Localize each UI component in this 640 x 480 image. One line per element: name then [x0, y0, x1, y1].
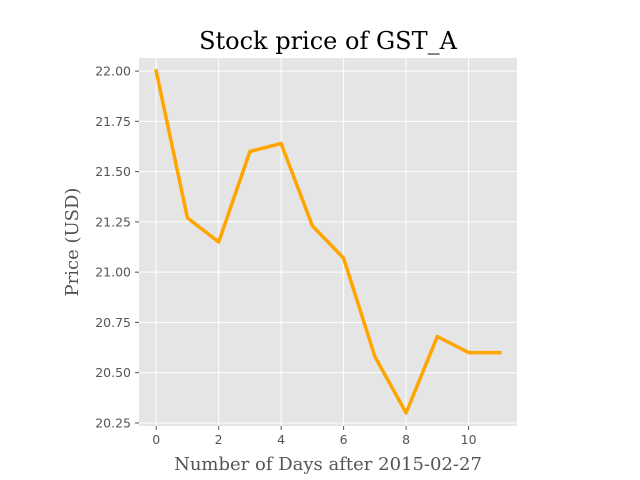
x-tick-label: 2 [215, 432, 223, 447]
grid-lines [139, 58, 517, 426]
x-tick-label: 8 [402, 432, 410, 447]
series-layer [154, 69, 502, 415]
y-tick-label: 20.25 [95, 415, 131, 430]
axis-ticks: 0 2 4 6 8 10 20.25 20.50 20.75 21.00 21.25 21.50 21.… [95, 64, 476, 447]
x-tick-label: 0 [152, 432, 160, 447]
y-tick-label: 21.25 [95, 214, 131, 229]
y-tick-label: 21.75 [95, 114, 131, 129]
y-tick-label: 21.50 [95, 164, 131, 179]
x-tick-label: 4 [277, 432, 285, 447]
y-tick-label: 20.50 [95, 365, 131, 380]
x-tick-label: 10 [461, 432, 477, 447]
y-tick-label: 20.75 [95, 315, 131, 330]
x-tick-label: 6 [340, 432, 348, 447]
chart-title: Stock price of GST_A [199, 27, 458, 55]
y-axis-label: Price (USD) [62, 188, 83, 297]
y-tick-label: 21.00 [95, 265, 131, 280]
price-series-line [154, 69, 502, 415]
y-tick-label: 22.00 [95, 64, 131, 79]
x-axis-label: Number of Days after 2015-02-27 [174, 454, 482, 475]
